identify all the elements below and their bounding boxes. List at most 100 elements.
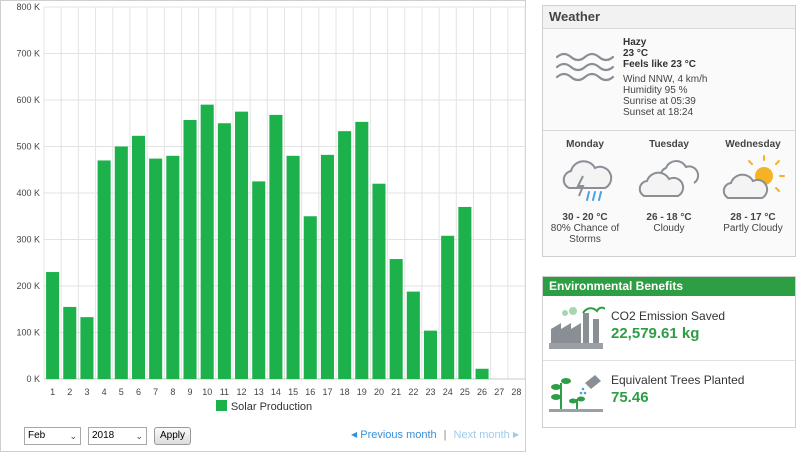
x-tick-label: 8 — [170, 387, 175, 397]
bar-day-20 — [372, 183, 386, 379]
caret-right-icon: ▶ — [512, 430, 519, 439]
x-tick-label: 28 — [511, 387, 521, 397]
bar-day-22 — [406, 291, 420, 379]
bar-day-8 — [166, 155, 180, 379]
current-condition: Hazy — [623, 37, 647, 48]
partly-cloudy-icon — [722, 155, 785, 199]
x-tick-label: 21 — [391, 387, 401, 397]
apply-button[interactable]: Apply — [154, 427, 192, 445]
y-tick-label: 700 K — [16, 49, 40, 59]
x-tick-label: 2 — [67, 387, 72, 397]
x-tick-label: 11 — [220, 387, 229, 397]
current-temperature: 23 °C — [623, 48, 649, 59]
bar-day-15 — [286, 155, 300, 379]
month-select-value: Feb — [28, 430, 46, 441]
sunrise-info: Sunrise at 05:39 — [623, 96, 696, 107]
bar-day-16 — [303, 216, 317, 379]
humidity-info: Humidity 95 % — [623, 85, 688, 96]
x-tick-label: 3 — [84, 387, 89, 397]
x-tick-label: 16 — [305, 387, 315, 397]
next-month-link[interactable]: Next month ▶ — [454, 429, 519, 441]
forecast-day-name: Monday — [566, 139, 604, 150]
y-tick-label: 0 K — [26, 374, 40, 384]
cloudy-icon — [638, 160, 700, 197]
weather-widget: Weather Hazy 23 °C Feels like 23 °C Wind… — [542, 5, 796, 257]
bar-day-12 — [235, 111, 249, 379]
year-select[interactable]: 2018 ⌄ — [88, 427, 147, 445]
trees-value: 75.46 — [611, 389, 649, 406]
forecast-description: Partly Cloudy — [723, 223, 783, 234]
x-tick-label: 20 — [374, 387, 384, 397]
year-select-value: 2018 — [92, 430, 115, 441]
month-select[interactable]: Feb ⌄ — [24, 427, 81, 445]
current-weather: Hazy 23 °C Feels like 23 °C Wind NNW, 4 … — [543, 29, 795, 131]
co2-label: CO2 Emission Saved — [611, 309, 726, 323]
weather-title: Weather — [543, 6, 795, 29]
forecast-day-name: Wednesday — [725, 139, 781, 150]
x-tick-label: 19 — [357, 387, 367, 397]
thunderstorm-icon — [562, 160, 613, 201]
feels-like: Feels like 23 °C — [623, 59, 696, 70]
x-tick-label: 9 — [188, 387, 193, 397]
bar-day-2 — [63, 306, 77, 379]
bar-day-13 — [252, 181, 266, 379]
co2-value: 22,579.61 kg — [611, 325, 700, 342]
y-tick-label: 100 K — [16, 328, 40, 338]
forecast-temperature: 26 - 18 °C — [646, 212, 692, 223]
nav-separator: | — [443, 429, 447, 441]
x-tick-label: 25 — [460, 387, 470, 397]
y-tick-label: 600 K — [16, 95, 40, 105]
x-tick-label: 5 — [119, 387, 124, 397]
wind-info: Wind NNW, 4 km/h — [623, 74, 708, 85]
chart-legend[interactable]: Solar Production — [1, 400, 527, 413]
bar-day-4 — [97, 160, 111, 379]
x-tick-label: 17 — [322, 387, 332, 397]
bar-day-14 — [269, 114, 283, 379]
bar-day-5 — [114, 146, 128, 379]
x-tick-label: 10 — [202, 387, 212, 397]
bar-day-7 — [149, 158, 163, 379]
forecast-temperature: 28 - 17 °C — [730, 212, 776, 223]
bar-day-24 — [441, 235, 455, 379]
x-tick-label: 26 — [477, 387, 487, 397]
previous-month-label: Previous month — [360, 429, 437, 441]
haze-icon — [555, 52, 615, 82]
weather-forecast: Monday 30 - 20 °C 80% Chance of Storms T… — [543, 132, 795, 256]
month-navigation: ◀ Previous month | Next month ▶ — [351, 429, 519, 441]
bar-day-26 — [475, 368, 489, 379]
forecast-description-line2: Storms — [569, 234, 601, 245]
bar-day-19 — [355, 121, 369, 379]
y-tick-label: 400 K — [16, 188, 40, 198]
solar-production-chart: 0 K 100 K 200 K 300 K 400 K 500 K 600 K 700 K 80… — [16, 2, 526, 397]
forecast-day-tuesday: Tuesday 26 - 18 °C Cloudy — [627, 132, 711, 234]
x-tick-label: 15 — [288, 387, 298, 397]
previous-month-link[interactable]: ◀ Previous month — [351, 429, 437, 441]
next-month-label: Next month — [453, 429, 510, 441]
x-tick-label: 7 — [153, 387, 158, 397]
legend-label: Solar Production — [230, 401, 313, 413]
forecast-description: Cloudy — [653, 223, 685, 234]
chevron-down-icon: ⌄ — [69, 431, 77, 441]
forecast-day-name: Tuesday — [649, 139, 689, 150]
legend-swatch — [215, 400, 227, 411]
factory-icon — [549, 306, 605, 349]
chart-controls: Feb ⌄ 2018 ⌄ Apply ◀ Previous month | Next… — [24, 427, 519, 447]
solar-chart-panel: 0 K 100 K 200 K 300 K 400 K 500 K 600 K 700 K 80… — [0, 0, 526, 452]
x-tick-label: 22 — [408, 387, 418, 397]
x-tick-label: 13 — [254, 387, 264, 397]
co2-benefit: CO2 Emission Saved 22,579.61 kg — [543, 297, 795, 359]
trees-label: Equivalent Trees Planted — [611, 373, 745, 387]
bar-day-3 — [80, 317, 94, 379]
bar-day-10 — [200, 104, 214, 380]
x-tick-label: 6 — [136, 387, 141, 397]
x-tick-label: 12 — [237, 387, 247, 397]
bar-day-17 — [320, 154, 334, 379]
y-tick-label: 500 K — [16, 142, 40, 152]
x-tick-label: 24 — [443, 387, 453, 397]
bar-day-1 — [46, 272, 60, 379]
tree-planting-icon — [549, 375, 603, 412]
forecast-day-monday: Monday 30 - 20 °C 80% Chance of Storms — [543, 132, 627, 245]
current-weather-details: Hazy 23 °C Feels like 23 °C Wind NNW, 4 … — [623, 37, 707, 118]
x-tick-label: 18 — [340, 387, 350, 397]
bar-day-21 — [389, 259, 403, 379]
